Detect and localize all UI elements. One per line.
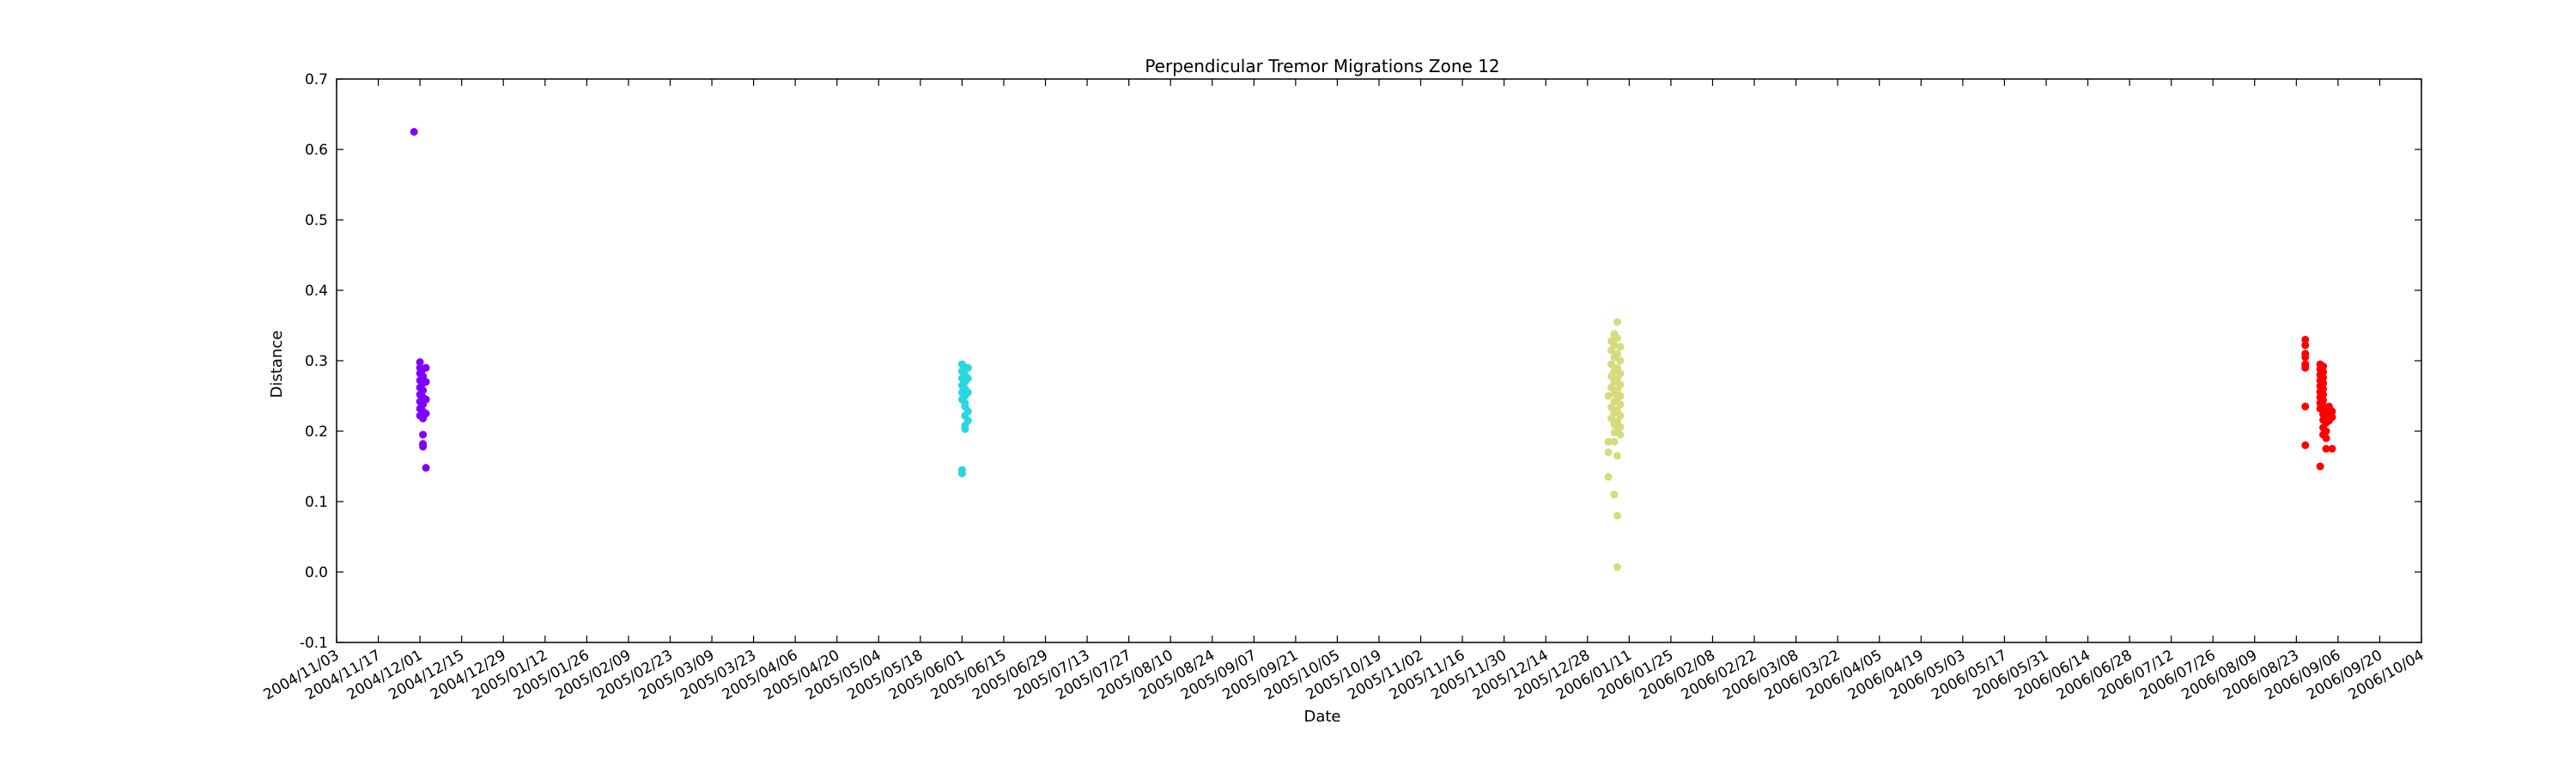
y-tick-label: 0.4 xyxy=(305,283,328,300)
data-point xyxy=(1613,452,1621,460)
data-point xyxy=(963,388,972,397)
data-points xyxy=(410,128,2336,571)
data-point xyxy=(419,442,428,451)
data-point xyxy=(1610,490,1619,499)
y-tick-label: -0.1 xyxy=(300,635,328,652)
y-tick-label: 0.7 xyxy=(305,71,328,88)
data-point xyxy=(416,358,424,367)
data-point xyxy=(410,128,418,136)
data-point xyxy=(422,395,430,404)
data-point xyxy=(419,430,428,439)
data-point xyxy=(422,378,430,386)
y-tick-label: 0.6 xyxy=(305,142,328,159)
data-point xyxy=(1613,334,1621,343)
data-point xyxy=(961,425,969,434)
y-tick-label: 0.3 xyxy=(305,353,328,370)
y-tick-label: 0.5 xyxy=(305,212,328,229)
data-point xyxy=(1610,353,1619,362)
data-point xyxy=(963,363,972,372)
data-point xyxy=(2322,434,2330,442)
data-point xyxy=(1616,430,1625,439)
data-point xyxy=(1613,563,1621,571)
data-point xyxy=(1607,346,1616,355)
data-point xyxy=(2301,353,2310,362)
chart-title: Perpendicular Tremor Migrations Zone 12 xyxy=(1145,56,1499,76)
data-point xyxy=(1616,356,1625,365)
data-point xyxy=(963,374,972,382)
data-point xyxy=(2324,417,2333,425)
data-point xyxy=(2328,445,2336,453)
plot-frame xyxy=(336,78,2422,643)
data-point xyxy=(2301,441,2310,449)
data-point xyxy=(1613,318,1621,326)
data-point xyxy=(422,410,430,417)
data-point xyxy=(1613,511,1621,520)
y-axis-label: Distance xyxy=(268,331,286,399)
data-point xyxy=(2301,363,2310,372)
data-point xyxy=(1610,437,1619,446)
data-point xyxy=(2301,335,2310,344)
data-point xyxy=(1604,437,1613,446)
data-point xyxy=(2301,402,2310,411)
data-point xyxy=(422,363,430,372)
data-point xyxy=(2301,341,2310,350)
data-point xyxy=(2316,462,2324,471)
y-tick-label: 0.2 xyxy=(305,423,328,441)
data-point xyxy=(422,464,430,472)
data-point xyxy=(2322,445,2330,453)
data-point xyxy=(1616,343,1625,351)
data-point xyxy=(957,469,966,478)
y-tick-label: 0.0 xyxy=(305,564,328,581)
data-point xyxy=(1607,360,1616,368)
data-point xyxy=(1604,392,1613,400)
y-tick-label: 0.1 xyxy=(305,494,328,511)
axis-ticks: -0.10.00.10.20.30.40.50.60.72004/11/0320… xyxy=(261,71,2427,703)
x-axis-label: Date xyxy=(1303,708,1340,726)
data-point xyxy=(1610,429,1619,437)
data-point xyxy=(1604,472,1613,481)
data-point xyxy=(1604,448,1613,457)
data-point xyxy=(2328,407,2336,416)
